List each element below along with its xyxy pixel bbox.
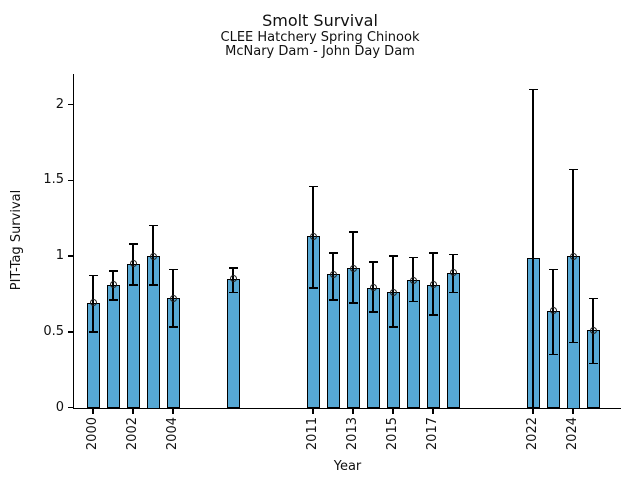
marker-2000 (89, 299, 97, 307)
x-tick-label-2022: 2022 (525, 416, 540, 450)
x-tick-2000 (92, 409, 94, 414)
errorbar-cap-upper-2001 (108, 270, 118, 272)
marker-2017 (429, 281, 437, 289)
errorbar-cap-upper-2000 (88, 274, 98, 277)
marker-2015 (389, 288, 397, 296)
errorbar-cap-upper-2015 (388, 255, 398, 257)
chart-subtitle-hatchery: CLEE Hatchery Spring Chinook (220, 30, 420, 45)
errorbar-cap-lower-2016 (408, 300, 418, 303)
chart-title: Smolt Survival (262, 11, 378, 30)
y-tick-0.5 (67, 331, 73, 333)
errorbar-cap-upper-2007 (228, 267, 238, 269)
y-axis-spine (72, 74, 74, 409)
errorbar-2022 (532, 89, 534, 408)
y-tick-0 (67, 406, 73, 409)
x-tick-label-2004: 2004 (165, 416, 180, 450)
marker-2007 (229, 275, 237, 283)
marker-2001 (109, 281, 117, 289)
y-tick-2 (67, 103, 73, 106)
marker-2016 (409, 276, 417, 284)
errorbar-cap-upper-2017 (428, 252, 438, 254)
x-tick-label-2000: 2000 (85, 416, 100, 450)
errorbar-cap-lower-2012 (328, 299, 338, 301)
errorbar-cap-upper-2011 (308, 185, 318, 188)
errorbar-cap-lower-2004 (168, 326, 178, 328)
y-tick-label-2: 2 (55, 96, 64, 112)
errorbar-cap-lower-2014 (368, 311, 378, 313)
errorbar-cap-lower-2007 (228, 291, 238, 294)
errorbar-cap-lower-2018 (448, 291, 458, 294)
x-tick-label-2015: 2015 (385, 416, 400, 450)
x-tick-label-2013: 2013 (345, 416, 360, 450)
errorbar-cap-upper-2016 (408, 256, 418, 259)
marker-2024 (569, 252, 577, 260)
x-axis-label: Year (333, 459, 362, 474)
chart-subtitle-reach: McNary Dam - John Day Dam (225, 44, 415, 59)
errorbar-cap-lower-2011 (308, 287, 318, 289)
errorbar-cap-upper-2003 (148, 224, 158, 227)
errorbar-cap-lower-2024 (568, 341, 578, 344)
marker-2018 (449, 269, 457, 277)
errorbar-cap-lower-2017 (428, 314, 438, 316)
marker-2004 (169, 294, 177, 302)
x-tick-2024 (572, 409, 574, 414)
x-tick-2022 (532, 409, 534, 414)
errorbar-cap-lower-2023 (548, 353, 558, 356)
errorbar-cap-upper-2018 (448, 253, 458, 256)
errorbar-cap-upper-2025 (588, 297, 598, 300)
y-tick-label-1: 1 (55, 248, 64, 263)
errorbar-cap-lower-2001 (108, 299, 118, 301)
y-tick-1 (67, 255, 73, 257)
x-tick-label-2002: 2002 (125, 416, 140, 450)
errorbar-cap-lower-2003 (148, 284, 158, 286)
x-tick-label-2024: 2024 (565, 416, 580, 450)
marker-2011 (309, 232, 317, 240)
errorbar-cap-upper-2023 (548, 268, 558, 271)
marker-2012 (329, 270, 337, 278)
x-tick-2004 (172, 409, 174, 414)
bar-2007 (226, 278, 240, 409)
marker-2003 (149, 252, 157, 260)
x-tick-label-2011: 2011 (305, 416, 320, 450)
errorbar-cap-upper-2002 (128, 243, 138, 245)
x-tick-2015 (392, 409, 394, 414)
marker-2002 (129, 260, 137, 268)
errorbar-cap-upper-2004 (168, 268, 178, 271)
x-tick-2017 (432, 409, 434, 414)
errorbar-cap-lower-2015 (388, 326, 398, 328)
y-axis-label: PIT-Tag Survival (9, 189, 24, 291)
bar-2001 (106, 284, 120, 409)
errorbar-cap-upper-2014 (368, 261, 378, 263)
errorbar-cap-upper-2013 (348, 231, 358, 233)
errorbar-cap-upper-2012 (328, 252, 338, 254)
errorbar-cap-upper-2022 (528, 88, 538, 91)
errorbar-cap-lower-2002 (128, 284, 138, 286)
errorbar-cap-lower-2000 (88, 331, 98, 333)
y-tick-1.5 (67, 179, 73, 181)
marker-2023 (549, 307, 557, 315)
y-tick-label-1.5: 1.5 (43, 172, 64, 188)
errorbar-cap-upper-2024 (568, 168, 578, 171)
marker-2025 (589, 326, 597, 334)
x-tick-label-2017: 2017 (425, 416, 440, 450)
x-tick-2013 (352, 409, 354, 414)
y-tick-label-0.5: 0.5 (43, 323, 64, 339)
errorbar-cap-lower-2013 (348, 302, 358, 304)
y-tick-label-0: 0 (55, 399, 64, 415)
errorbar-cap-lower-2025 (588, 362, 598, 365)
x-tick-2002 (132, 409, 134, 414)
marker-2014 (369, 284, 377, 292)
x-tick-2011 (312, 409, 314, 414)
marker-2013 (349, 264, 357, 272)
